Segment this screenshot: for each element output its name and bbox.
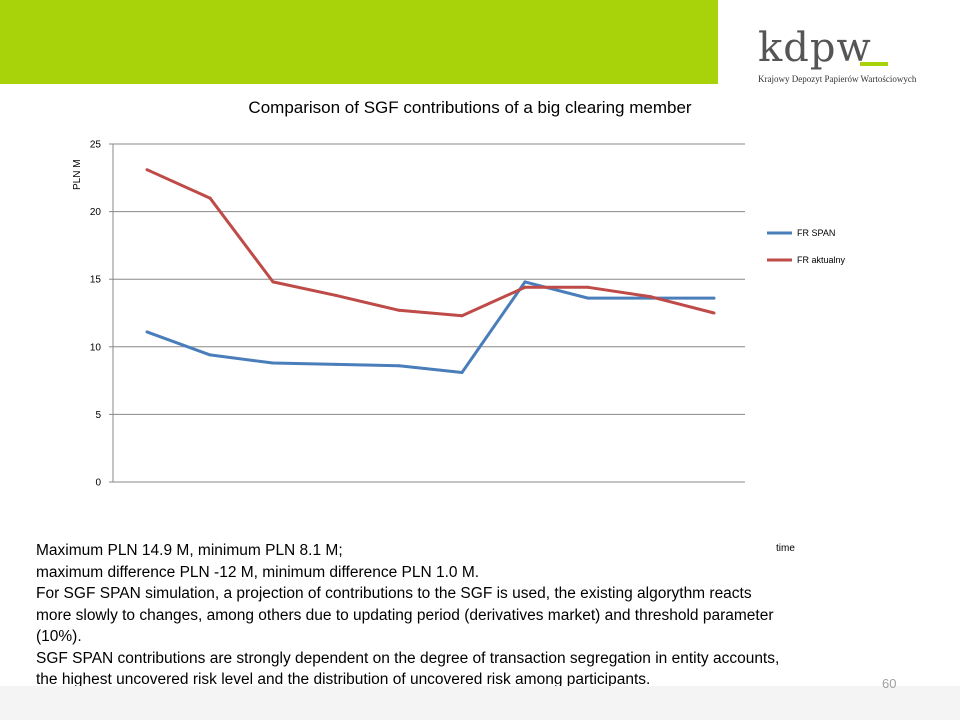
data-point (397, 364, 401, 368)
data-point (334, 362, 338, 366)
kdpw-logo: kdpw Krajowy Depozyt Papierów Wartościow… (740, 22, 950, 92)
note-line: the highest uncovered risk level and the… (36, 671, 651, 688)
logo-underscore (860, 62, 888, 66)
x-axis-label: time (776, 543, 795, 554)
data-point (586, 285, 590, 289)
logo-wordmark: kdpw (758, 25, 872, 71)
data-point (523, 280, 527, 284)
y-tick-label: 5 (95, 410, 101, 421)
data-point (712, 311, 716, 315)
data-point (271, 280, 275, 284)
data-point (397, 308, 401, 312)
note-line: For SGF SPAN simulation, a projection of… (36, 585, 752, 602)
chart-title-text: Comparison of SGF contributions of a big… (248, 98, 692, 117)
data-point (460, 314, 464, 318)
logo-subtitle: Krajowy Depozyt Papierów Wartościowych (758, 74, 917, 84)
note-line: more slowly to changes, among others due… (36, 606, 774, 624)
data-point (208, 196, 212, 200)
note-line: (10%). (36, 628, 82, 645)
page-number: 60 (882, 676, 897, 691)
series-line (146, 168, 715, 318)
legend-label: FR aktualny (797, 255, 846, 265)
data-point (460, 370, 464, 374)
note-line: Maximum PLN 14.9 M, minimum PLN 8.1 M; (36, 542, 343, 559)
data-point (586, 296, 590, 300)
y-tick-label: 0 (95, 478, 101, 489)
y-tick-label: 20 (90, 207, 102, 218)
y-tick-label: 25 (90, 140, 102, 151)
header-green-bar (0, 0, 718, 84)
series-line (146, 280, 714, 374)
footer-band (0, 686, 960, 720)
note-line: maximum difference PLN -12 M, minimum di… (36, 563, 480, 581)
notes-block: Maximum PLN 14.9 M, minimum PLN 8.1 M; m… (36, 540, 936, 691)
data-point (523, 285, 527, 289)
data-point (334, 293, 338, 297)
note-line: SGF SPAN contributions are strongly depe… (36, 649, 780, 667)
data-point (649, 295, 653, 299)
y-tick-label: 15 (90, 275, 102, 286)
data-point (145, 168, 149, 172)
data-point (712, 296, 716, 300)
y-axis-label: PLN M (72, 159, 83, 190)
chart-title: Comparison of SGF contributions of a big… (0, 98, 940, 118)
legend-label: FR SPAN (797, 228, 835, 238)
data-point (271, 361, 275, 365)
y-tick-label: 10 (90, 342, 102, 353)
data-point (208, 353, 212, 357)
data-point (145, 330, 149, 334)
